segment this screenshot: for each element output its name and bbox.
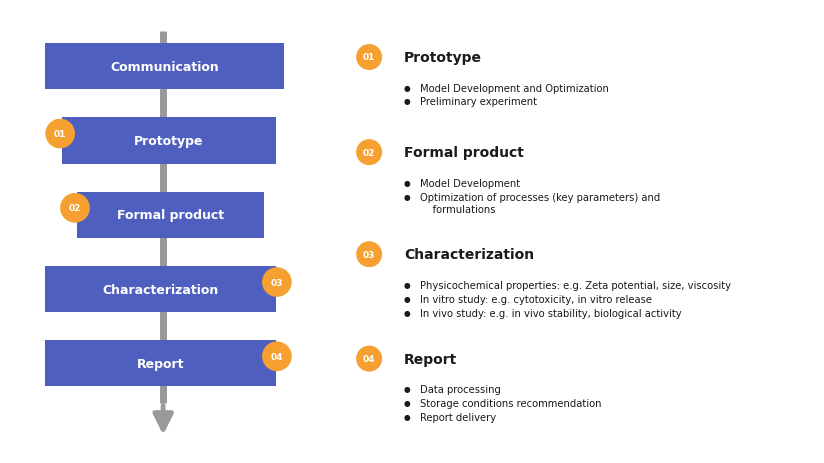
- Text: Characterization: Characterization: [404, 248, 534, 262]
- FancyBboxPatch shape: [45, 266, 276, 313]
- Text: Formal product: Formal product: [116, 209, 224, 222]
- Ellipse shape: [60, 194, 90, 223]
- Ellipse shape: [356, 140, 382, 166]
- Text: 01: 01: [363, 53, 376, 63]
- Text: Prototype: Prototype: [134, 135, 204, 148]
- Text: Storage conditions recommendation: Storage conditions recommendation: [420, 398, 602, 408]
- Ellipse shape: [45, 119, 75, 149]
- Text: Communication: Communication: [110, 61, 219, 74]
- Text: ●: ●: [404, 83, 410, 92]
- Text: ●: ●: [404, 384, 410, 393]
- Ellipse shape: [262, 268, 292, 297]
- Text: 03: 03: [270, 278, 283, 287]
- Ellipse shape: [356, 242, 382, 268]
- Text: 02: 02: [68, 204, 82, 213]
- Text: Physicochemical properties: e.g. Zeta potential, size, viscosity: Physicochemical properties: e.g. Zeta po…: [420, 280, 731, 290]
- Text: 03: 03: [363, 250, 376, 259]
- Text: Model Development and Optimization: Model Development and Optimization: [420, 83, 609, 94]
- Ellipse shape: [262, 342, 292, 371]
- Text: Report: Report: [404, 352, 457, 366]
- Text: formulations: formulations: [420, 205, 496, 215]
- FancyBboxPatch shape: [62, 118, 276, 164]
- Text: Prototype: Prototype: [404, 51, 482, 65]
- Text: ●: ●: [404, 280, 410, 289]
- Text: ●: ●: [404, 178, 410, 187]
- Text: In vivo study: e.g. in vivo stability, biological activity: In vivo study: e.g. in vivo stability, b…: [420, 308, 682, 318]
- Ellipse shape: [356, 45, 382, 71]
- Text: Model Development: Model Development: [420, 178, 521, 188]
- Text: ●: ●: [404, 294, 410, 303]
- Text: Formal product: Formal product: [404, 146, 523, 160]
- Text: Report delivery: Report delivery: [420, 412, 496, 422]
- Text: ●: ●: [404, 192, 410, 201]
- Text: Data processing: Data processing: [420, 384, 501, 394]
- Text: Optimization of processes (key parameters) and: Optimization of processes (key parameter…: [420, 192, 661, 202]
- Text: Report: Report: [137, 357, 185, 370]
- Text: 01: 01: [54, 130, 67, 139]
- Text: 04: 04: [270, 352, 283, 361]
- Text: 02: 02: [363, 148, 376, 157]
- Text: Characterization: Characterization: [102, 283, 219, 296]
- FancyBboxPatch shape: [77, 192, 264, 238]
- Text: Preliminary experiment: Preliminary experiment: [420, 97, 537, 107]
- FancyBboxPatch shape: [45, 340, 276, 387]
- Text: ●: ●: [404, 308, 410, 317]
- Text: ●: ●: [404, 398, 410, 407]
- Ellipse shape: [356, 346, 382, 372]
- FancyBboxPatch shape: [45, 44, 284, 90]
- Text: 04: 04: [363, 354, 376, 363]
- Text: ●: ●: [404, 412, 410, 421]
- Text: In vitro study: e.g. cytotoxicity, in vitro release: In vitro study: e.g. cytotoxicity, in vi…: [420, 294, 653, 304]
- Text: ●: ●: [404, 97, 410, 106]
